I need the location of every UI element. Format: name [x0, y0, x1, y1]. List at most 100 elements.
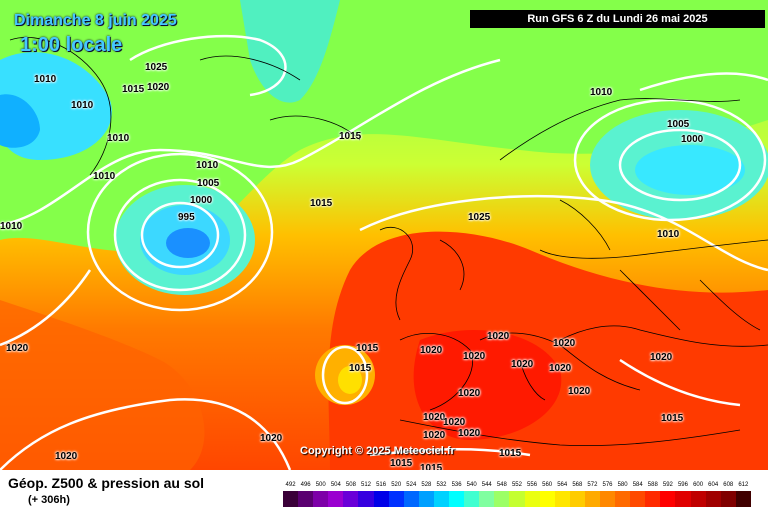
legend-value: 596	[677, 482, 688, 488]
legend-value: 588	[647, 482, 658, 488]
legend-swatch	[313, 491, 329, 507]
legend-swatch	[373, 491, 389, 507]
isobar-label: 1025	[468, 212, 491, 223]
atlantic-low-core	[166, 228, 210, 258]
legend-swatch	[403, 491, 419, 507]
legend-value: 532	[436, 482, 447, 488]
legend-swatch	[630, 491, 646, 507]
isobar-label: 1020	[443, 417, 466, 428]
isobars	[0, 34, 768, 470]
legend-value: 580	[617, 482, 628, 488]
legend-value: 536	[451, 482, 462, 488]
legend-value: 604	[708, 482, 719, 488]
legend-swatch	[449, 491, 465, 507]
legend-value: 540	[466, 482, 477, 488]
legend-swatch	[569, 491, 585, 507]
yellow-cell-core	[338, 366, 362, 394]
isobar-label: 1020	[463, 351, 486, 362]
legend-value: 552	[511, 482, 522, 488]
orange-sw	[0, 300, 205, 470]
legend-value: 548	[496, 482, 507, 488]
isobar-label: 1020	[6, 343, 29, 354]
isobar-label: 1015	[310, 198, 333, 209]
legend-value: 524	[406, 482, 417, 488]
isobar-label: 1020	[549, 363, 572, 374]
isobar-label: 1020	[568, 386, 591, 397]
isobar-label: 1010	[196, 160, 219, 171]
legend-swatch	[720, 491, 736, 507]
legend-value: 512	[361, 482, 372, 488]
legend-swatch	[509, 491, 525, 507]
legend-swatch	[524, 491, 540, 507]
legend-swatch	[464, 491, 480, 507]
legend-swatch	[298, 491, 314, 507]
legend-swatch	[645, 491, 661, 507]
legend-swatch	[328, 491, 344, 507]
isobar-label: 1020	[458, 388, 481, 399]
isobar-label: 1015	[122, 84, 145, 95]
forecast-date: Dimanche 8 juin 2025	[14, 12, 177, 29]
legend-value: 568	[572, 482, 583, 488]
legend-swatch	[479, 491, 495, 507]
isobar-label: 1015	[420, 463, 443, 470]
isobar-label: 1015	[349, 363, 372, 374]
isobar-label: 1010	[590, 87, 613, 98]
legend-value: 496	[300, 482, 311, 488]
isobar-label: 1000	[681, 134, 704, 145]
isobar-label: 1025	[145, 62, 168, 73]
legend-value: 500	[315, 482, 326, 488]
legend-value: 516	[376, 482, 387, 488]
legend-swatch	[388, 491, 404, 507]
isobar-label: 1010	[0, 221, 23, 232]
isobar-label: 1020	[423, 430, 446, 441]
isobar-label: 1020	[650, 352, 673, 363]
coastlines	[9, 37, 768, 447]
legend-swatch	[433, 491, 450, 507]
legend-swatch	[599, 491, 616, 507]
map-title: Géop. Z500 & pression au sol	[8, 475, 205, 491]
legend-value: 592	[662, 482, 673, 488]
legend-swatch	[343, 491, 359, 507]
legend-value: 520	[391, 482, 402, 488]
isobar-label: 1020	[458, 428, 481, 439]
legend-swatch	[358, 491, 374, 507]
isobar-label: 1015	[339, 131, 362, 142]
isobar-label: 1020	[260, 433, 283, 444]
forecast-local-time: 1:00 locale	[20, 34, 123, 56]
legend-value: 528	[421, 482, 432, 488]
isobar-label: 1010	[71, 100, 94, 111]
isobar-label: 1000	[190, 195, 213, 206]
legend-swatch	[615, 491, 631, 507]
legend-value: 504	[330, 482, 341, 488]
cyan-top	[240, 0, 340, 103]
isobar-label: 1010	[34, 74, 57, 85]
legend-value: 572	[587, 482, 598, 488]
legend-swatch	[735, 491, 751, 507]
legend-swatch	[494, 491, 510, 507]
legend-swatch	[705, 491, 721, 507]
legend-value: 608	[723, 482, 734, 488]
isobar-label: 1010	[93, 171, 116, 182]
legend-swatch	[418, 491, 434, 507]
isobar-label: 1015	[499, 448, 522, 459]
isobar-label: 1005	[667, 119, 690, 130]
red-core	[413, 330, 562, 440]
legend-value: 492	[285, 482, 296, 488]
isobar-label: 1020	[147, 82, 170, 93]
legend-value: 556	[527, 482, 538, 488]
legend-swatch	[675, 491, 691, 507]
legend-swatch	[539, 491, 555, 507]
legend-swatch	[584, 491, 600, 507]
isobar-label: 1010	[107, 133, 130, 144]
legend-swatch	[283, 491, 299, 507]
legend-value: 576	[602, 482, 613, 488]
isobar-label: 995	[178, 212, 195, 223]
run-info: Run GFS 6 Z du Lundi 26 mai 2025	[470, 10, 765, 28]
forecast-step: (+ 306h)	[28, 494, 70, 506]
legend-swatch	[690, 491, 706, 507]
weather-map: Dimanche 8 juin 2025 1:00 locale Run GFS…	[0, 0, 768, 470]
footer: Géop. Z500 & pression au sol (+ 306h) 49…	[0, 470, 768, 512]
copyright-notice: Copyright © 2025 Meteociel.fr	[300, 445, 455, 457]
isobar-label: 1015	[390, 458, 413, 469]
low-greenland-core	[0, 94, 40, 148]
